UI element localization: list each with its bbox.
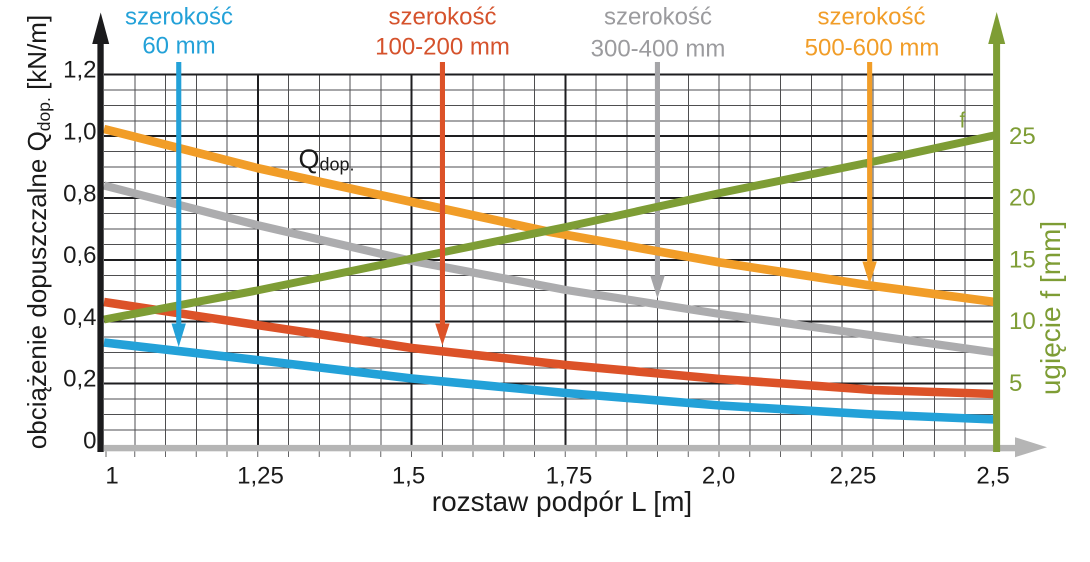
svg-text:1,2: 1,2 <box>63 57 96 84</box>
svg-text:1,25: 1,25 <box>237 463 284 490</box>
svg-text:szerokość: szerokość <box>604 4 712 31</box>
svg-text:15: 15 <box>1009 246 1036 273</box>
svg-text:0: 0 <box>83 428 96 455</box>
svg-text:25: 25 <box>1009 123 1036 150</box>
svg-text:2,25: 2,25 <box>830 463 877 490</box>
svg-text:5: 5 <box>1009 370 1022 397</box>
svg-text:0,4: 0,4 <box>63 304 96 331</box>
svg-text:500-600 mm: 500-600 mm <box>805 35 940 62</box>
svg-text:1,5: 1,5 <box>392 463 425 490</box>
svg-text:0,8: 0,8 <box>63 181 96 208</box>
svg-text:0,6: 0,6 <box>63 242 96 269</box>
svg-text:20: 20 <box>1009 185 1036 212</box>
svg-text:szerokość: szerokość <box>125 4 233 31</box>
svg-text:obciążenie dopuszczalne Qdop.: obciążenie dopuszczalne Qdop. [kN/m] <box>22 15 54 449</box>
svg-text:0,2: 0,2 <box>63 366 96 393</box>
svg-text:2,0: 2,0 <box>702 463 735 490</box>
svg-text:ugięcie f [mm]: ugięcie f [mm] <box>1035 221 1066 395</box>
svg-text:300-400 mm: 300-400 mm <box>591 36 726 63</box>
svg-text:100-200 mm: 100-200 mm <box>375 34 510 61</box>
svg-text:2,5: 2,5 <box>976 463 1009 490</box>
svg-text:Qdop.: Qdop. <box>299 144 355 175</box>
svg-text:1: 1 <box>105 463 118 490</box>
svg-text:rozstaw podpór L [m]: rozstaw podpór L [m] <box>432 486 692 517</box>
svg-text:1,75: 1,75 <box>546 463 593 490</box>
svg-text:60 mm: 60 mm <box>142 33 215 60</box>
svg-text:1,0: 1,0 <box>63 119 96 146</box>
svg-text:f: f <box>960 108 967 133</box>
svg-text:10: 10 <box>1009 308 1036 335</box>
svg-text:szerokość: szerokość <box>817 4 925 31</box>
svg-text:szerokość: szerokość <box>388 4 496 31</box>
